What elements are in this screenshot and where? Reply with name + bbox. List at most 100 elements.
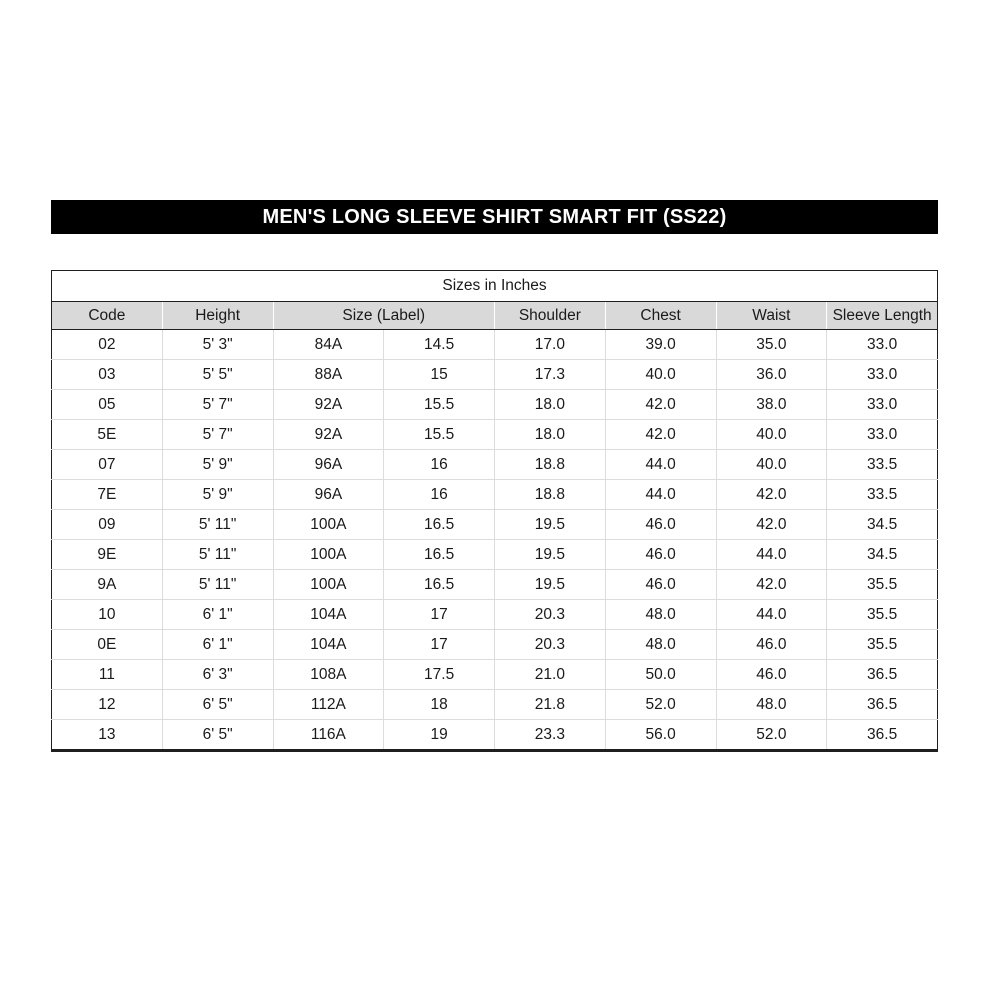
table-cell: 42.0 (605, 419, 717, 450)
table-cell: 35.0 (716, 329, 828, 360)
table-cell: 33.0 (826, 419, 938, 450)
table-cell: 13 (51, 719, 163, 751)
table-cell: 44.0 (716, 599, 828, 630)
table-cell: 0E (51, 629, 163, 660)
table-cell: 5E (51, 419, 163, 450)
table-cell: 18.8 (494, 479, 606, 510)
table-cell: 52.0 (716, 719, 828, 751)
table-cell: 33.5 (826, 449, 938, 480)
table-cell: 14.5 (383, 329, 495, 360)
table-cell: 5' 5" (162, 359, 274, 390)
table-cell: 12 (51, 689, 163, 720)
table-cell: 34.5 (826, 509, 938, 540)
table-cell: 35.5 (826, 599, 938, 630)
caption-row: Sizes in Inches (51, 270, 938, 302)
table-cell: 15.5 (383, 419, 495, 450)
table-cell: 19.5 (494, 509, 606, 540)
table-cell: 7E (51, 479, 163, 510)
table-cell: 19.5 (494, 539, 606, 570)
column-header: Shoulder (494, 301, 606, 330)
table-cell: 33.0 (826, 389, 938, 420)
table-cell: 34.5 (826, 539, 938, 570)
table-cell: 33.0 (826, 359, 938, 390)
table-cell: 11 (51, 659, 163, 690)
table-cell: 5' 11" (162, 539, 274, 570)
table-cell: 09 (51, 509, 163, 540)
table-cell: 46.0 (605, 539, 717, 570)
column-header: Chest (604, 301, 716, 330)
table-cell: 21.8 (494, 689, 606, 720)
table-cell: 104A (273, 629, 385, 660)
table-cell: 21.0 (494, 659, 606, 690)
table-cell: 100A (273, 539, 385, 570)
table-cell: 18 (383, 689, 495, 720)
table-cell: 02 (51, 329, 163, 360)
table-cell: 16.5 (383, 539, 495, 570)
table-row: 5E 5' 7" 92A 15.5 18.0 42.0 40.0 33.0 (51, 419, 938, 450)
table-cell: 6' 1" (162, 629, 274, 660)
table-row: 09 5' 11" 100A 16.5 19.5 46.0 42.0 34.5 (51, 509, 938, 540)
table-cell: 40.0 (605, 359, 717, 390)
column-header: Height (161, 301, 273, 330)
table-cell: 5' 7" (162, 389, 274, 420)
table-row: 07 5' 9" 96A 16 18.8 44.0 40.0 33.5 (51, 449, 938, 480)
table-cell: 9A (51, 569, 163, 600)
table-cell: 96A (273, 449, 385, 480)
table-row: 12 6' 5" 112A 18 21.8 52.0 48.0 36.5 (51, 689, 938, 720)
table-cell: 39.0 (605, 329, 717, 360)
table-cell: 15 (383, 359, 495, 390)
table-cell: 46.0 (716, 629, 828, 660)
table-cell: 44.0 (605, 479, 717, 510)
title-text: MEN'S LONG SLEEVE SHIRT SMART FIT (SS22) (262, 205, 727, 228)
table-cell: 6' 3" (162, 659, 274, 690)
title-banner: MEN'S LONG SLEEVE SHIRT SMART FIT (SS22) (51, 200, 938, 234)
table-cell: 42.0 (716, 569, 828, 600)
table-cell: 96A (273, 479, 385, 510)
table-cell: 16.5 (383, 509, 495, 540)
table-cell: 116A (273, 719, 385, 751)
table-cell: 42.0 (716, 479, 828, 510)
size-chart-table: Sizes in Inches Code Height Size (Label) Sh… (51, 270, 938, 752)
table-cell: 92A (273, 419, 385, 450)
table-row: 9A 5' 11" 100A 16.5 19.5 46.0 42.0 35.5 (51, 569, 938, 600)
table-cell: 5' 9" (162, 449, 274, 480)
table-row: 7E 5' 9" 96A 16 18.8 44.0 42.0 33.5 (51, 479, 938, 510)
table-cell: 100A (273, 509, 385, 540)
table-cell: 46.0 (605, 569, 717, 600)
table-cell: 48.0 (716, 689, 828, 720)
table-cell: 07 (51, 449, 163, 480)
table-row: 10 6' 1" 104A 17 20.3 48.0 44.0 35.5 (51, 599, 938, 630)
table-cell: 46.0 (716, 659, 828, 690)
table-row: 11 6' 3" 108A 17.5 21.0 50.0 46.0 36.5 (51, 659, 938, 690)
column-header: Sleeve Length (826, 301, 938, 330)
table-cell: 19.5 (494, 569, 606, 600)
table-cell: 5' 11" (162, 509, 274, 540)
table-cell: 100A (273, 569, 385, 600)
table-cell: 15.5 (383, 389, 495, 420)
table-cell: 40.0 (716, 449, 828, 480)
table-cell: 6' 1" (162, 599, 274, 630)
table-cell: 84A (273, 329, 385, 360)
table-cell: 36.5 (826, 659, 938, 690)
table-row: 03 5' 5" 88A 15 17.3 40.0 36.0 33.0 (51, 359, 938, 390)
table-cell: 112A (273, 689, 385, 720)
table-cell: 56.0 (605, 719, 717, 751)
table-body: 02 5' 3" 84A 14.5 17.0 39.0 35.0 33.0 03 5' 5" 88A… (51, 329, 938, 751)
table-cell: 48.0 (605, 629, 717, 660)
table-row: 13 6' 5" 116A 19 23.3 56.0 52.0 36.5 (51, 719, 938, 751)
table-cell: 36.5 (826, 689, 938, 720)
table-cell: 46.0 (605, 509, 717, 540)
table-cell: 17.3 (494, 359, 606, 390)
table-row: 05 5' 7" 92A 15.5 18.0 42.0 38.0 33.0 (51, 389, 938, 420)
table-cell: 33.0 (826, 329, 938, 360)
table-cell: 52.0 (605, 689, 717, 720)
table-cell: 42.0 (716, 509, 828, 540)
table-cell: 42.0 (605, 389, 717, 420)
table-cell: 6' 5" (162, 689, 274, 720)
table-cell: 17 (383, 599, 495, 630)
table-row: 0E 6' 1" 104A 17 20.3 48.0 46.0 35.5 (51, 629, 938, 660)
table-cell: 48.0 (605, 599, 717, 630)
table-cell: 23.3 (494, 719, 606, 751)
table-cell: 44.0 (716, 539, 828, 570)
